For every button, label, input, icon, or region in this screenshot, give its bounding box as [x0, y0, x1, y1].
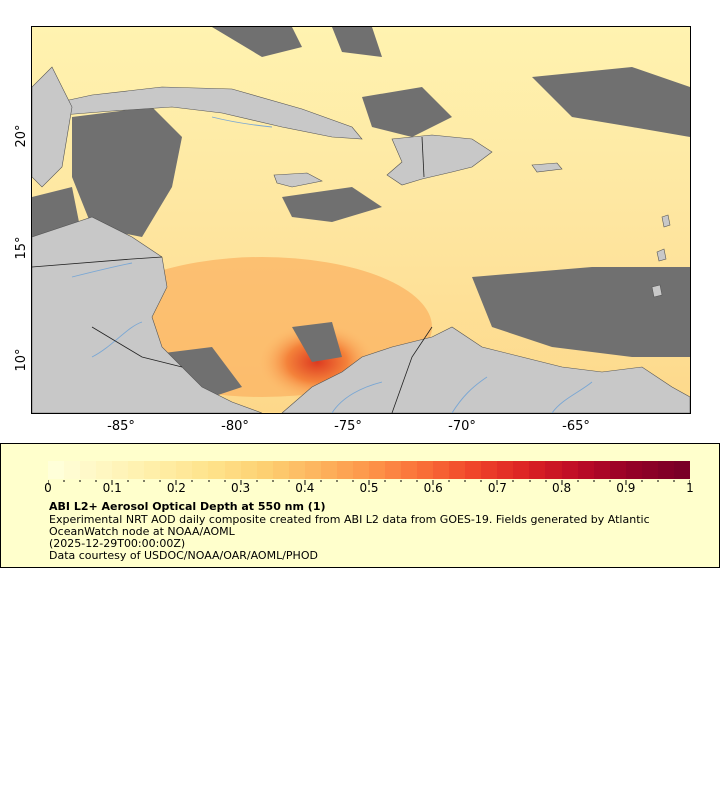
colorbar-swatch — [545, 461, 562, 479]
x-tick-label: -70° — [448, 419, 476, 434]
colorbar-swatch — [481, 461, 498, 479]
land-masses — [32, 66, 690, 413]
land-south-america — [281, 326, 690, 413]
x-tick-label: -75° — [334, 419, 362, 434]
colorbar-tick-label: 0 — [44, 481, 52, 495]
colorbar-swatch — [112, 461, 129, 479]
colorbar-swatch — [288, 461, 305, 479]
colorbar-swatch — [48, 461, 65, 479]
colorbar-swatch — [577, 461, 594, 479]
aod-map[interactable] — [31, 26, 691, 414]
colorbar-swatch — [561, 461, 578, 479]
no-data-areas — [32, 27, 690, 407]
colorbar-tick-label: 0.4 — [295, 481, 315, 495]
colorbar-swatch — [513, 461, 530, 479]
colorbar-tick-label: 1 — [686, 481, 694, 495]
colorbar-swatch — [465, 461, 482, 479]
colorbar-swatch — [401, 461, 418, 479]
colorbar-swatch — [368, 461, 385, 479]
x-tick-label: -85° — [107, 419, 135, 434]
colorbar-tick-label: 0.6 — [423, 481, 443, 495]
colorbar-swatch — [96, 461, 113, 479]
colorbar-swatch — [272, 461, 289, 479]
colorbar-ticks — [48, 480, 690, 485]
colorbar — [48, 461, 690, 479]
land-cuba — [35, 86, 363, 140]
y-tick-label: 20° — [14, 124, 30, 148]
x-tick-label: -65° — [562, 419, 590, 434]
legend-credit: Data courtesy of USDOC/NOAA/OAR/AOML/PHO… — [49, 549, 318, 562]
legend-date: (2025-12-29T00:00:00Z) — [49, 537, 186, 550]
colorbar-tick-label: 0.1 — [102, 481, 122, 495]
legend-description: Experimental NRT AOD daily composite cre… — [49, 513, 650, 538]
colorbar-swatch — [497, 461, 514, 479]
colorbar-tick-label: 0.9 — [616, 481, 636, 495]
y-tick-label: 15° — [14, 236, 30, 260]
y-tick-label: 10° — [14, 348, 30, 372]
colorbar-swatch — [80, 461, 97, 479]
colorbar-swatch — [256, 461, 273, 479]
colorbar-swatch — [673, 461, 690, 479]
country-borders — [32, 136, 433, 413]
colorbar-swatch — [176, 461, 193, 479]
colorbar-swatch — [641, 461, 658, 479]
colorbar-swatch — [417, 461, 434, 479]
colorbar-tick-label: 0.5 — [359, 481, 379, 495]
legend-panel: ABI L2+ Aerosol Optical Depth at 550 nm … — [0, 443, 720, 568]
colorbar-tick-label: 0.7 — [487, 481, 507, 495]
colorbar-tick-label: 0.2 — [166, 481, 186, 495]
colorbar-swatch — [529, 461, 546, 479]
legend-title: ABI L2+ Aerosol Optical Depth at 550 nm … — [49, 500, 326, 513]
colorbar-swatch — [320, 461, 337, 479]
colorbar-swatch — [224, 461, 241, 479]
land-hispaniola — [386, 134, 493, 186]
colorbar-swatch — [64, 461, 81, 479]
colorbar-swatch — [449, 461, 466, 479]
colorbar-swatch — [384, 461, 402, 479]
map-canvas — [32, 27, 690, 413]
land-central-america — [32, 216, 263, 413]
colorbar-swatch — [433, 461, 450, 479]
colorbar-swatch — [128, 461, 145, 479]
colorbar-swatch — [192, 461, 209, 479]
colorbar-swatch — [208, 461, 225, 479]
colorbar-swatch — [593, 461, 610, 479]
colorbar-swatch — [609, 461, 626, 479]
colorbar-tick-label: 0.8 — [552, 481, 572, 495]
colorbar-swatch — [160, 461, 177, 479]
colorbar-swatch — [657, 461, 674, 479]
x-tick-label: -80° — [221, 419, 249, 434]
colorbar-swatch — [336, 461, 353, 479]
land-puerto-rico — [531, 162, 563, 173]
land-yucatan — [32, 66, 73, 188]
colorbar-swatch — [144, 461, 161, 479]
colorbar-tick-label: 0.3 — [231, 481, 251, 495]
colorbar-swatch — [304, 461, 321, 479]
rivers — [71, 116, 593, 413]
colorbar-swatch — [625, 461, 642, 479]
land-jamaica — [273, 172, 323, 188]
colorbar-swatch — [240, 461, 257, 479]
colorbar-swatch — [352, 461, 369, 479]
